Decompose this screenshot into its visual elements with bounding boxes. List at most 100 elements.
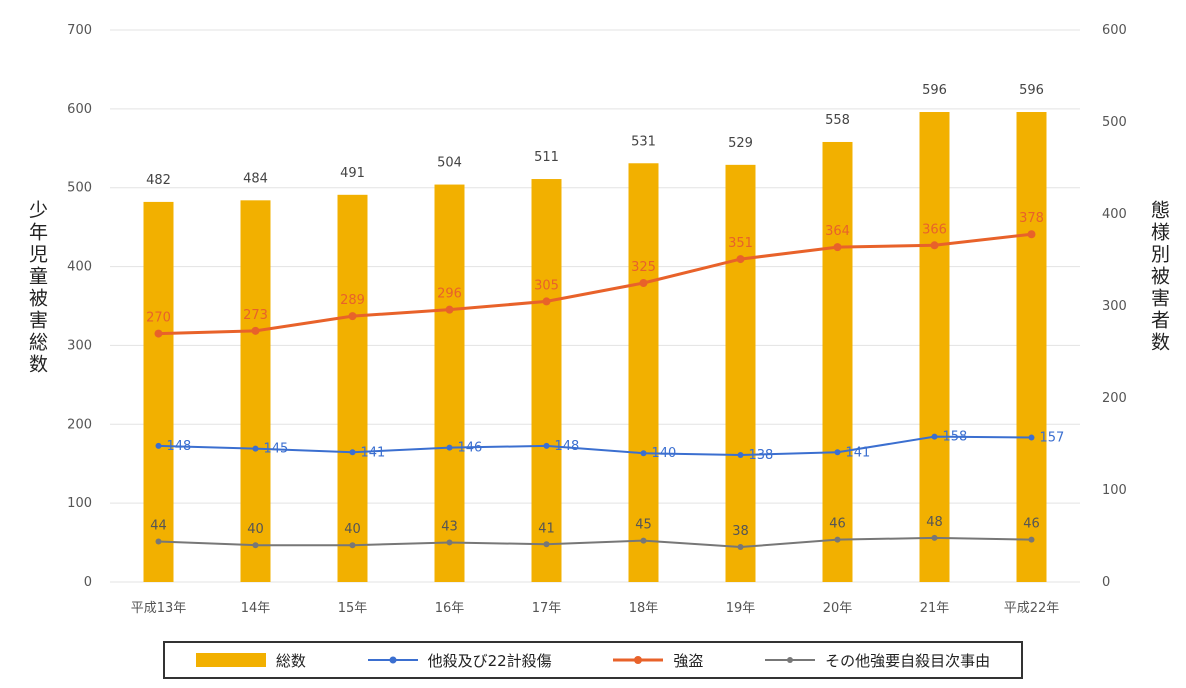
series-point-red — [1027, 230, 1036, 239]
bar-data-label: 484 — [243, 171, 268, 186]
data-label-blue: 148 — [167, 439, 192, 454]
bar — [143, 201, 174, 582]
right-tick-label: 100 — [1102, 483, 1127, 498]
x-tick-label: 21年 — [920, 601, 950, 616]
series-point-grey — [834, 536, 841, 543]
bar — [725, 164, 756, 583]
x-tick-label: 15年 — [338, 601, 368, 616]
series-point-red — [154, 329, 163, 338]
left-tick-label: 600 — [67, 102, 92, 117]
series-point-grey — [446, 539, 453, 546]
x-tick-label: 14年 — [241, 601, 271, 616]
series-point-blue — [446, 444, 453, 451]
bar-data-label: 529 — [728, 136, 753, 151]
left-tick-label: 100 — [67, 496, 92, 511]
legend-swatch-bar — [195, 653, 266, 667]
series-point-grey — [931, 534, 938, 541]
bar — [240, 200, 271, 582]
data-label-grey: 46 — [829, 517, 846, 532]
left-tick-label: 300 — [67, 338, 92, 353]
series-point-blue — [834, 449, 841, 456]
series-point-red — [930, 241, 939, 250]
bar-data-label: 504 — [437, 156, 462, 171]
data-label-blue: 141 — [361, 445, 386, 460]
legend-item-total: 総数 — [195, 650, 306, 671]
chart-canvas: 0 100 200 300 400 500 600 700 0 100 200 300 400 500 60… — [67, 23, 1127, 616]
right-tick-label: 600 — [1102, 23, 1127, 38]
legend-item-blue: 他殺及び22計殺傷 — [367, 650, 552, 671]
x-tick-label: 16年 — [435, 601, 465, 616]
x-tick-label: 19年 — [726, 601, 756, 616]
data-label-grey: 46 — [1023, 517, 1040, 532]
series-line-red — [158, 232, 1032, 336]
series-point-blue — [349, 449, 356, 456]
series-point-blue — [1028, 434, 1035, 441]
data-label-red: 325 — [631, 260, 656, 275]
series-point-blue — [252, 445, 259, 452]
data-label-grey: 40 — [247, 522, 264, 537]
bar — [822, 141, 853, 582]
data-label-grey: 44 — [150, 519, 167, 534]
bar — [337, 194, 368, 582]
data-label-grey: 48 — [926, 515, 943, 530]
data-label-blue: 141 — [846, 445, 871, 460]
data-label-red: 273 — [243, 308, 268, 323]
legend-swatch-red-line — [613, 656, 664, 664]
series-point-red — [833, 243, 842, 252]
bar-data-label: 482 — [146, 173, 171, 188]
bar-data-label: 531 — [631, 134, 656, 149]
series-point-grey — [155, 538, 162, 545]
left-tick-label: 0 — [84, 575, 92, 590]
data-label-blue: 140 — [652, 446, 677, 461]
legend-label-blue: 他殺及び22計殺傷 — [427, 651, 552, 670]
bar — [531, 179, 562, 583]
bar-data-label: 596 — [1019, 83, 1044, 98]
data-label-grey: 43 — [441, 519, 458, 534]
x-tick-label: 17年 — [532, 601, 562, 616]
data-label-red: 270 — [146, 311, 171, 326]
series-point-blue — [155, 442, 162, 449]
data-label-red: 364 — [825, 224, 850, 239]
series-point-grey — [640, 537, 647, 544]
left-tick-label: 700 — [67, 23, 92, 38]
series-point-grey — [543, 541, 550, 548]
legend-swatch-blue-line — [367, 656, 418, 664]
series-point-grey — [252, 542, 259, 549]
bar — [919, 112, 950, 583]
data-label-red: 378 — [1019, 211, 1044, 226]
data-label-blue: 148 — [555, 439, 580, 454]
bar-data-label: 596 — [922, 83, 947, 98]
series-point-red — [348, 312, 357, 321]
data-label-grey: 45 — [635, 518, 652, 533]
series-point-blue — [737, 452, 744, 459]
series-point-grey — [349, 542, 356, 549]
right-tick-label: 300 — [1102, 299, 1127, 314]
data-label-red: 305 — [534, 278, 559, 293]
legend-label-red: 強盗 — [673, 651, 704, 670]
x-tick-label: 平成22年 — [1004, 601, 1060, 616]
series-line-blue — [158, 435, 1032, 457]
series-point-red — [445, 305, 454, 314]
right-axis-title: 態様別被害者数 — [1148, 200, 1170, 354]
chart-legend: 総数 他殺及び22計殺傷 強盗 その他強要自殺目次事由 — [163, 641, 1023, 679]
bar — [1016, 112, 1047, 583]
legend-label-grey: その他強要自殺目次事由 — [825, 651, 991, 670]
series-line-grey — [158, 536, 1032, 549]
right-tick-label: 400 — [1102, 207, 1127, 222]
data-label-grey: 38 — [732, 524, 749, 539]
right-tick-label: 0 — [1102, 575, 1110, 590]
data-label-blue: 157 — [1040, 431, 1065, 446]
data-label-blue: 145 — [264, 442, 289, 457]
x-tick-label: 平成13年 — [131, 601, 187, 616]
series-point-blue — [640, 450, 647, 457]
legend-swatch-grey-line — [765, 657, 816, 663]
x-tick-label: 18年 — [629, 601, 659, 616]
left-tick-label: 500 — [67, 181, 92, 196]
legend-item-grey: その他強要自殺目次事由 — [765, 650, 990, 671]
x-tick-label: 20年 — [823, 601, 853, 616]
bar-data-label: 511 — [534, 150, 559, 165]
data-label-red: 296 — [437, 287, 462, 302]
data-label-blue: 138 — [749, 448, 774, 463]
left-axis-title: 少年児童被害総数 — [26, 200, 48, 376]
bar — [434, 184, 465, 582]
